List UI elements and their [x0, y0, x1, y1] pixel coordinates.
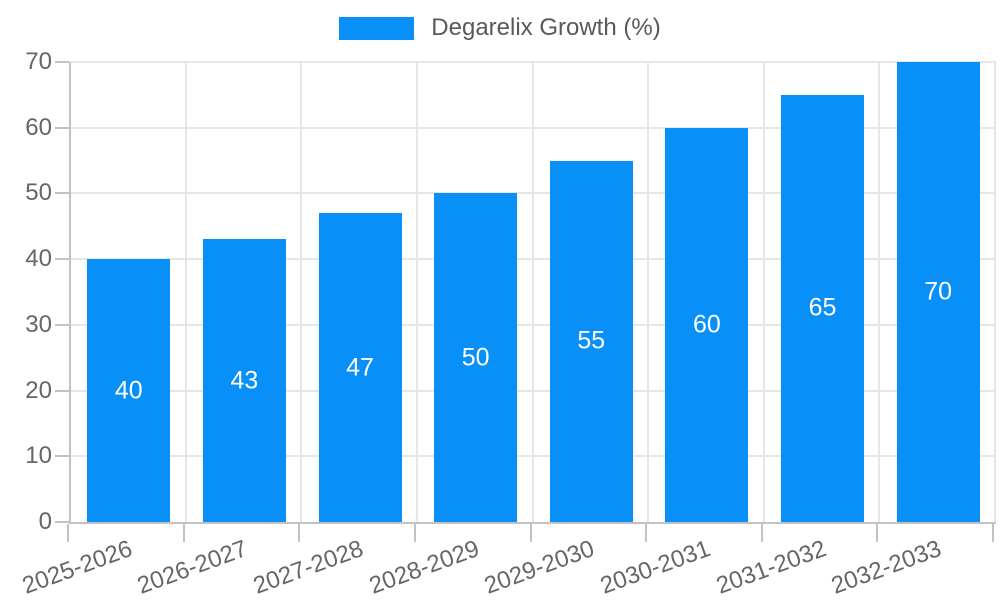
x-tick-mark — [298, 524, 301, 542]
gridline-vertical — [762, 62, 765, 522]
bar-value-label: 60 — [693, 310, 721, 339]
gridline-vertical — [415, 62, 418, 522]
bar[interactable] — [202, 239, 286, 522]
bar[interactable] — [781, 94, 865, 522]
y-tick-mark — [55, 455, 69, 458]
legend-swatch — [339, 16, 415, 40]
x-tick-mark — [760, 524, 763, 542]
y-tick-label: 60 — [25, 113, 52, 141]
x-tick-mark — [645, 524, 648, 542]
bar-value-label: 70 — [924, 277, 953, 306]
x-tick-mark — [413, 524, 416, 542]
gridline-vertical — [878, 62, 881, 522]
y-tick-mark — [55, 126, 69, 129]
y-tick-label: 20 — [25, 376, 52, 404]
x-tick-mark — [182, 524, 185, 542]
gridline-horizontal — [71, 389, 996, 392]
plot-area: 40 43 47 50 55 60 65 70 — [69, 61, 996, 524]
gridline-horizontal — [71, 192, 996, 195]
y-tick-label: 50 — [25, 179, 52, 207]
x-tick-mark — [529, 524, 532, 542]
gridline-vertical — [647, 62, 650, 522]
y-tick-label: 0 — [38, 508, 52, 535]
gridline-vertical — [184, 62, 187, 522]
legend-label: Degarelix Growth (%) — [431, 14, 661, 41]
bar-value-label: 43 — [230, 366, 259, 395]
gridline-horizontal — [71, 455, 996, 458]
y-tick-label: 10 — [25, 442, 52, 470]
y-tick-label: 40 — [25, 245, 52, 273]
x-tick-mark — [876, 524, 879, 542]
bar[interactable] — [549, 160, 633, 522]
y-tick-label: 30 — [25, 310, 52, 338]
bar[interactable] — [665, 127, 749, 522]
y-tick-label: 70 — [25, 48, 52, 75]
y-tick-mark — [55, 389, 69, 392]
bar-value-label: 47 — [346, 353, 374, 382]
y-tick-mark — [55, 61, 69, 63]
gridline-horizontal — [71, 323, 996, 326]
bar-value-label: 55 — [577, 326, 606, 355]
gridline-horizontal — [71, 61, 996, 63]
y-tick-mark — [55, 192, 69, 195]
gridline-vertical — [531, 62, 534, 522]
bar[interactable] — [318, 213, 402, 522]
y-tick-mark — [55, 258, 69, 261]
bar-value-label: 65 — [808, 293, 837, 322]
x-tick-mark — [67, 524, 69, 542]
y-tick-mark — [55, 323, 69, 326]
x-tick-mark — [992, 524, 994, 542]
legend-item[interactable]: Degarelix Growth (%) — [0, 14, 1000, 42]
bar-value-label: 50 — [461, 343, 490, 372]
bar-value-label: 40 — [114, 376, 143, 405]
gridline-horizontal — [71, 126, 996, 129]
bar[interactable] — [896, 62, 980, 522]
y-tick-mark — [55, 521, 69, 523]
bar[interactable] — [87, 259, 171, 522]
gridline-vertical — [994, 62, 996, 522]
bar[interactable] — [434, 193, 518, 522]
gridline-horizontal — [71, 258, 996, 261]
gridline-vertical — [300, 62, 303, 522]
